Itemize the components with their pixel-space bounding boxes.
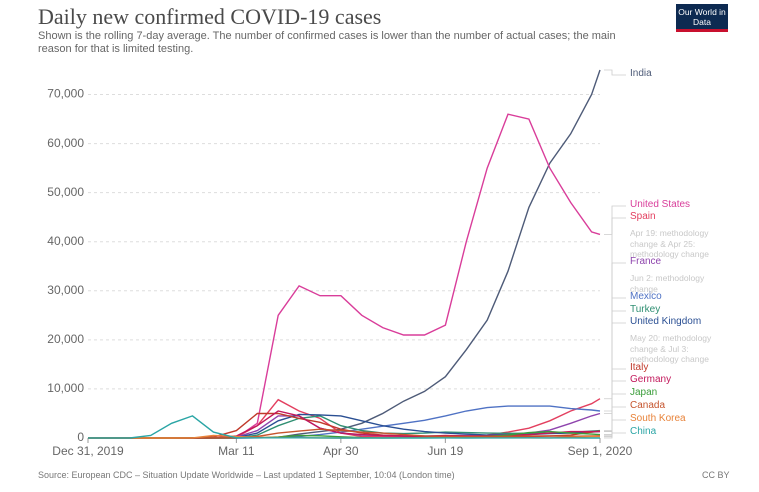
legend-leader <box>604 322 626 433</box>
series-line <box>88 69 601 439</box>
y-tick-label: 10,000 <box>47 381 84 395</box>
y-tick-label: 40,000 <box>47 234 84 248</box>
legend-leader <box>604 432 626 439</box>
legend-leader <box>604 368 626 432</box>
legend-label: United States <box>630 199 691 210</box>
legend-leader <box>604 419 626 438</box>
legend-label: Germany <box>630 374 672 385</box>
chart-subtitle: Shown is the rolling 7-day average. The … <box>38 30 616 55</box>
legend-label: Japan <box>630 387 658 398</box>
legend-leader <box>604 217 626 400</box>
y-tick-label: 20,000 <box>47 332 84 346</box>
series-line <box>88 415 600 439</box>
legend-note: Apr 19: methodology change & Apr 25: met… <box>630 228 709 259</box>
legend-label: Canada <box>630 400 666 411</box>
legend-label: France <box>630 256 662 267</box>
x-tick-label: Mar 11 <box>218 444 255 458</box>
legend-label: United Kingdom <box>630 316 702 327</box>
x-tick-label: Dec 31, 2019 <box>52 444 124 458</box>
legend-leader <box>604 393 626 435</box>
logo[interactable]: Our World in Data <box>676 4 728 32</box>
legend-label: Mexico <box>630 291 662 302</box>
source: Source: European CDC – Situation Update … <box>38 470 455 480</box>
chart-title: Daily new confirmed COVID-19 cases <box>38 4 382 29</box>
x-tick-label: Apr 30 <box>323 444 359 458</box>
legend-label: China <box>630 426 657 437</box>
legend-label: Spain <box>630 211 656 222</box>
legend-leader <box>604 310 626 432</box>
legend-label: Italy <box>630 362 649 373</box>
legend-leader <box>604 262 626 414</box>
license[interactable]: CC BY <box>702 470 730 480</box>
x-tick-label: Sep 1, 2020 <box>568 444 633 458</box>
legend-label: South Korea <box>630 413 686 424</box>
y-tick-label: 70,000 <box>47 87 84 101</box>
legend-leader <box>604 69 626 76</box>
legend-label: Turkey <box>630 304 661 315</box>
y-tick-label: 30,000 <box>47 283 84 297</box>
legend-note: Jun 2: methodology change <box>630 273 705 294</box>
y-tick-label: 60,000 <box>47 136 84 150</box>
legend-leader <box>604 205 626 235</box>
legend-note: May 20: methodology change & Jul 3: meth… <box>630 333 712 364</box>
y-tick-label: 50,000 <box>47 185 84 199</box>
y-tick-label: 0 <box>77 430 84 444</box>
legend-leader <box>604 380 626 433</box>
series-line <box>88 113 601 439</box>
legend-label: India <box>630 68 652 79</box>
x-tick-label: Jun 19 <box>427 444 463 458</box>
